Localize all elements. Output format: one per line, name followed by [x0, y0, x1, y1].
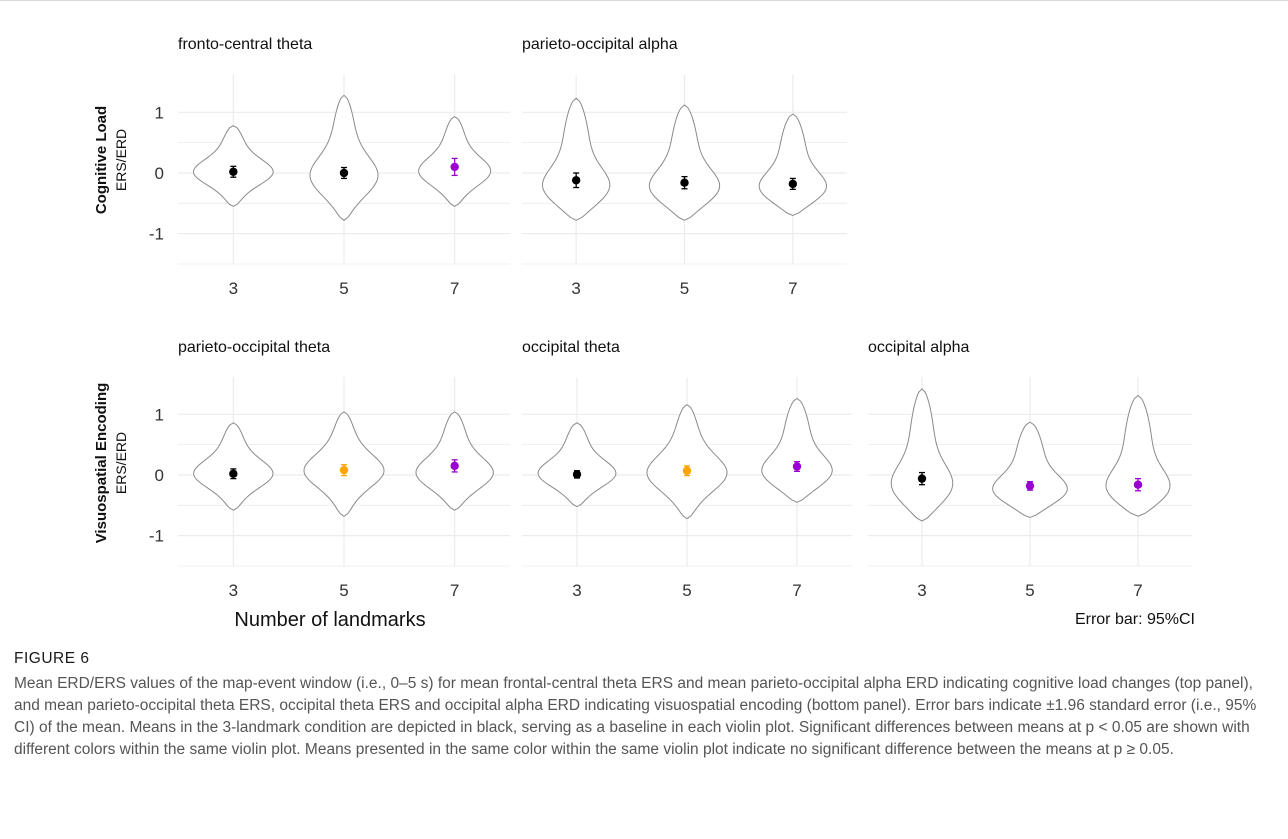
mean-point — [917, 474, 927, 483]
violin — [537, 422, 617, 508]
x-tick-label: 5 — [682, 581, 691, 600]
y-tick-label: -1 — [149, 527, 164, 546]
violin — [890, 388, 954, 522]
violin — [309, 94, 379, 221]
panel-title: fronto-central theta — [178, 36, 312, 53]
violin — [648, 104, 721, 221]
panel-title: parieto-occipital alpha — [522, 36, 678, 53]
x-tick-label: 7 — [450, 279, 459, 298]
x-tick-label: 5 — [339, 279, 348, 298]
panel-title: occipital alpha — [868, 339, 970, 356]
mean-point — [572, 470, 582, 479]
panel-title: occipital theta — [522, 339, 620, 356]
mean-point — [229, 469, 238, 478]
figure-caption: FIGURE 6 Mean ERD/ERS values of the map-… — [14, 648, 1264, 761]
mean-point — [788, 179, 798, 189]
x-tick-label: 5 — [1025, 581, 1034, 600]
mean-point — [450, 162, 459, 172]
row-label-visuospatial-encoding: Visuospatial Encoding — [93, 383, 110, 544]
y-axis-label-top: ERS/ERD — [113, 129, 129, 191]
violin — [646, 403, 728, 520]
panel-occipital-theta: occipital theta 3 5 7 — [522, 339, 852, 600]
mean-point — [339, 465, 349, 475]
violin — [992, 421, 1068, 518]
y-axis-label-bottom: ERS/ERD — [113, 432, 129, 494]
y-tick-label: 1 — [155, 103, 164, 122]
mean-point — [229, 167, 238, 176]
panel-fronto-central-theta: fronto-central theta 1 0 -1 3 5 7 — [149, 36, 510, 298]
violin — [761, 397, 833, 503]
mean-point — [1133, 480, 1143, 489]
x-tick-label: 3 — [229, 581, 238, 600]
x-tick-label: 3 — [571, 279, 580, 298]
violin — [1105, 394, 1171, 517]
x-tick-label: 3 — [572, 581, 581, 600]
violin — [758, 113, 828, 217]
x-tick-label: 5 — [680, 279, 689, 298]
x-tick-label: 7 — [788, 279, 797, 298]
panel-parieto-occipital-alpha: parieto-occipital alpha 3 5 7 — [522, 36, 847, 298]
violin — [193, 422, 274, 511]
panel-title: parieto-occipital theta — [178, 339, 330, 356]
y-tick-label: 1 — [155, 405, 164, 424]
x-tick-label: 3 — [229, 279, 238, 298]
error-bar-note: Error bar: 95%CI — [1075, 611, 1195, 628]
panel-parieto-occipital-theta: parieto-occipital theta 1 0 -1 3 5 7 — [149, 339, 510, 600]
x-axis-label: Number of landmarks — [234, 609, 425, 631]
figure-canvas: Cognitive Load ERS/ERD Visuospatial Enco… — [93, 36, 1195, 631]
x-tick-label: 7 — [1133, 581, 1142, 600]
y-tick-label: -1 — [149, 225, 164, 244]
mean-point — [450, 461, 459, 471]
x-tick-label: 5 — [339, 581, 348, 600]
mean-point — [1025, 481, 1035, 491]
y-tick-label: 0 — [155, 164, 164, 183]
mean-point — [792, 462, 802, 471]
x-tick-label: 3 — [917, 581, 926, 600]
mean-point — [339, 168, 349, 178]
mean-point — [682, 466, 692, 475]
x-tick-label: 7 — [450, 581, 459, 600]
panel-occipital-alpha: occipital alpha 3 5 7 — [868, 339, 1192, 600]
mean-point — [571, 176, 581, 185]
x-tick-label: 7 — [792, 581, 801, 600]
figure-label: FIGURE 6 — [14, 650, 90, 667]
violin — [542, 97, 611, 221]
caption-text: Mean ERD/ERS values of the map-event win… — [14, 675, 1257, 758]
mean-point — [680, 178, 689, 187]
row-label-cognitive-load: Cognitive Load — [93, 106, 110, 214]
y-tick-label: 0 — [155, 466, 164, 485]
